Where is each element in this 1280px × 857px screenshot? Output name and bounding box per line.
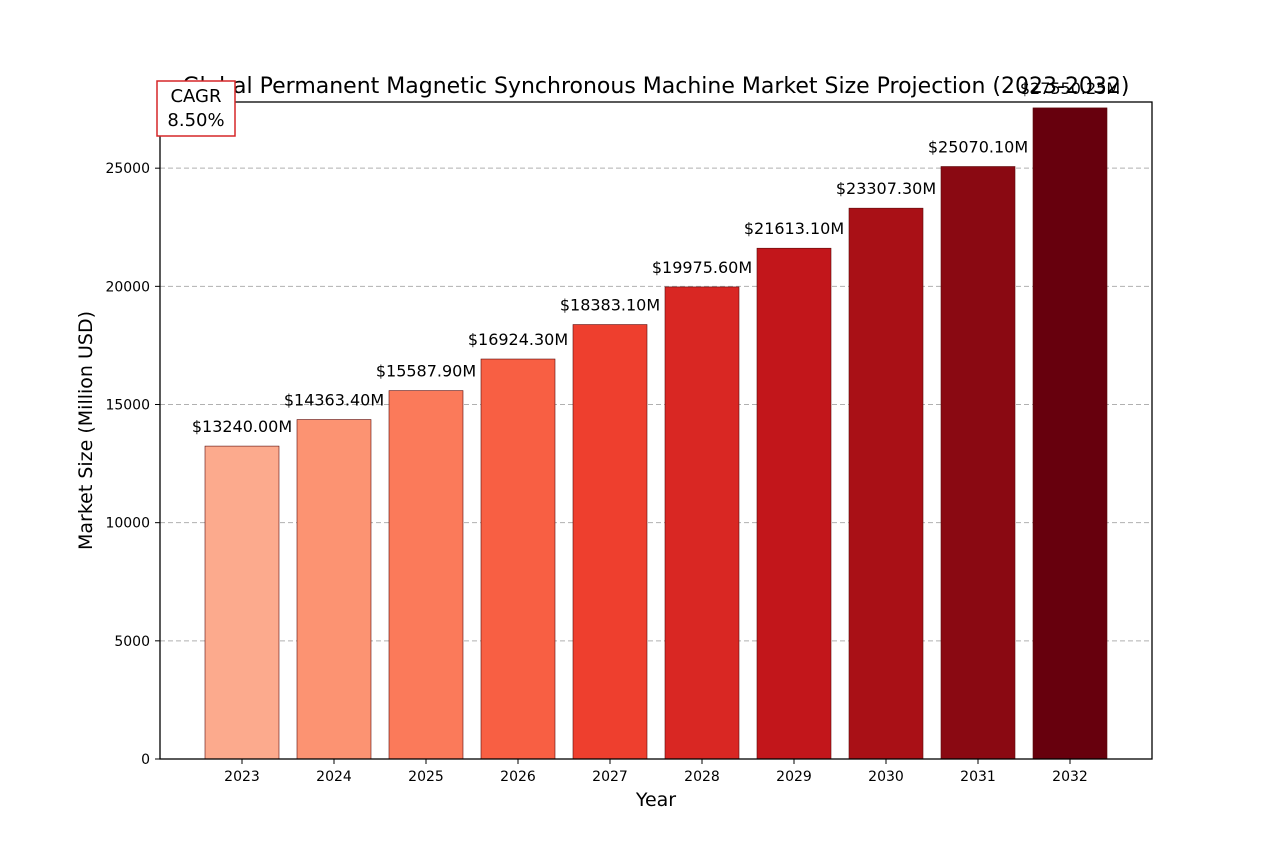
bar-value-label: $16924.30M [468,330,568,349]
x-tick-label: 2026 [500,769,536,785]
cagr-value: 8.50% [167,110,224,131]
x-tick-label: 2028 [684,769,720,785]
bar [388,390,464,760]
bar [664,286,740,760]
y-axis-ticks: 0 5000 10000 15000 20000 25000 [105,161,160,768]
bar-value-label: $15587.90M [376,362,476,381]
y-tick-label: 10000 [105,516,150,532]
y-axis-label: Market Size (Million USD) [75,311,97,550]
bar [1032,107,1108,760]
x-tick-label: 2030 [868,769,904,785]
bar-value-label: $27550.25M [1020,79,1120,98]
x-axis-ticks: 2023 2024 2025 2026 2027 2028 2029 2030 2031 2032 [224,759,1088,785]
bars [204,107,1108,760]
bar-value-label: $18383.10M [560,296,660,315]
x-tick-label: 2027 [592,769,628,785]
bar [296,419,372,760]
bar-value-label: $23307.30M [836,179,936,198]
bar [572,324,648,760]
chart-title: Global Permanent Magnetic Synchronous Ma… [182,74,1129,99]
bar [848,207,924,760]
x-tick-label: 2031 [960,769,996,785]
x-tick-label: 2025 [408,769,444,785]
y-tick-label: 20000 [105,279,150,295]
bar-value-label: $19975.60M [652,258,752,277]
cagr-label: CAGR [170,86,221,107]
bar-value-label: $14363.40M [284,391,384,410]
bar [204,445,280,760]
y-tick-label: 5000 [114,634,150,650]
bar [756,247,832,760]
cagr-annotation: CAGR 8.50% [156,80,236,137]
bar-value-label: $13240.00M [192,417,292,436]
y-tick-label: 0 [141,752,150,768]
bar [480,358,556,760]
y-tick-label: 25000 [105,161,150,177]
y-tick-label: 15000 [105,398,150,414]
x-tick-label: 2023 [224,769,260,785]
x-axis-label: Year [635,789,676,811]
cagr-annotation-box [156,80,236,137]
x-tick-label: 2024 [316,769,352,785]
bar-value-label: $21613.10M [744,219,844,238]
bar [940,166,1016,760]
x-tick-label: 2029 [776,769,812,785]
bar-value-labels: $13240.00M $14363.40M $15587.90M $16924.30M… [192,79,1120,436]
bar-value-label: $25070.10M [928,138,1028,157]
plot-frame [159,101,1153,760]
x-tick-label: 2032 [1052,769,1088,785]
